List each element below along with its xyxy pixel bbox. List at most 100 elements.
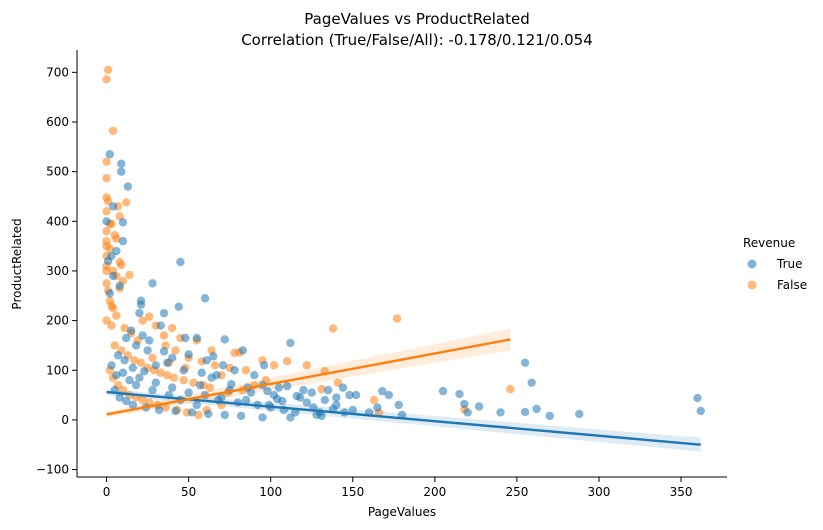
point-true [108, 202, 118, 211]
point-true [128, 400, 138, 410]
point-true [174, 302, 183, 311]
point-true [145, 336, 154, 345]
point-false [125, 270, 134, 280]
point-true [338, 383, 348, 392]
point-false [169, 373, 179, 382]
point-true [187, 408, 197, 417]
chart-subtitle: Correlation (True/False/All): -0.178/0.1… [241, 31, 593, 49]
point-false [210, 361, 220, 370]
point-true [107, 361, 116, 370]
x-tick-label: 150 [341, 485, 364, 499]
y-tick-label: 400 [46, 214, 69, 228]
point-true [126, 326, 136, 335]
point-false [102, 241, 111, 251]
point-true [384, 390, 394, 400]
point-true [113, 351, 123, 360]
point-true [202, 356, 211, 365]
point-false [130, 356, 139, 365]
point-true [154, 405, 164, 415]
x-tick-label: 100 [259, 485, 282, 499]
x-tick-label: 300 [588, 485, 611, 499]
point-true [520, 407, 530, 417]
point-true [307, 388, 316, 397]
point-true [176, 257, 185, 267]
point-false [171, 346, 180, 355]
scatter-points [102, 65, 705, 422]
point-true [159, 347, 169, 356]
point-true [192, 400, 202, 410]
y-tick-label: 200 [46, 314, 69, 328]
point-false [138, 395, 147, 405]
point-false [282, 357, 292, 366]
y-axis-ticks: −100 0 100 200 300 400 500 600 700 [36, 65, 77, 477]
point-true [151, 361, 160, 370]
point-true [323, 385, 333, 395]
point-false [112, 311, 121, 320]
point-false [189, 378, 198, 387]
point-true [230, 366, 239, 375]
y-tick-label: −100 [36, 463, 69, 477]
point-true [455, 389, 464, 399]
point-true [532, 404, 541, 414]
point-true [250, 371, 259, 380]
point-true [123, 182, 133, 191]
point-true [227, 379, 236, 389]
legend-label-true: True [776, 257, 803, 271]
point-true [317, 411, 326, 421]
point-true [545, 411, 554, 421]
point-true [156, 321, 165, 330]
point-true [373, 403, 382, 412]
point-true [103, 256, 113, 266]
x-tick-label: 0 [103, 485, 111, 499]
point-true [378, 386, 387, 396]
point-true [218, 361, 228, 370]
point-true [131, 380, 141, 390]
point-false [103, 65, 113, 75]
point-true [112, 246, 121, 256]
regression-line-true [106, 390, 701, 446]
point-true [115, 393, 124, 402]
point-true [693, 393, 702, 403]
y-tick-label: 500 [46, 165, 69, 179]
point-true [118, 368, 128, 377]
point-false [138, 316, 147, 325]
point-true [217, 393, 226, 402]
point-true [122, 333, 131, 343]
regression-lines [106, 338, 701, 446]
point-false [102, 279, 111, 288]
point-true [102, 217, 111, 226]
point-true [220, 335, 229, 344]
point-true [286, 413, 295, 422]
regression-line-false [106, 338, 511, 416]
point-true [118, 236, 128, 246]
y-tick-label: 300 [46, 264, 69, 278]
point-true [258, 413, 267, 422]
x-axis-ticks: 0 50 100 150 200 250 300 350 [103, 477, 692, 499]
point-true [179, 366, 188, 375]
point-false [161, 403, 170, 412]
point-false [102, 207, 111, 216]
point-true [192, 333, 202, 343]
point-true [463, 408, 472, 417]
chart-title: PageValues vs ProductRelated [304, 10, 529, 28]
point-false [179, 375, 188, 385]
point-true [259, 361, 269, 370]
point-false [145, 312, 154, 321]
point-true [200, 294, 210, 303]
point-false [156, 368, 165, 377]
point-true [299, 385, 308, 395]
legend: Revenue True False [743, 236, 807, 292]
point-true [184, 350, 193, 359]
point-true [496, 408, 505, 417]
y-tick-label: 100 [46, 363, 69, 377]
point-true [348, 405, 357, 415]
point-true [181, 333, 190, 343]
point-true [118, 218, 128, 227]
y-tick-label: 0 [61, 413, 69, 427]
point-true [117, 167, 126, 176]
point-true [125, 375, 134, 385]
point-false [108, 126, 118, 136]
x-tick-label: 200 [423, 485, 446, 499]
point-true [117, 159, 126, 168]
point-true [163, 358, 172, 368]
